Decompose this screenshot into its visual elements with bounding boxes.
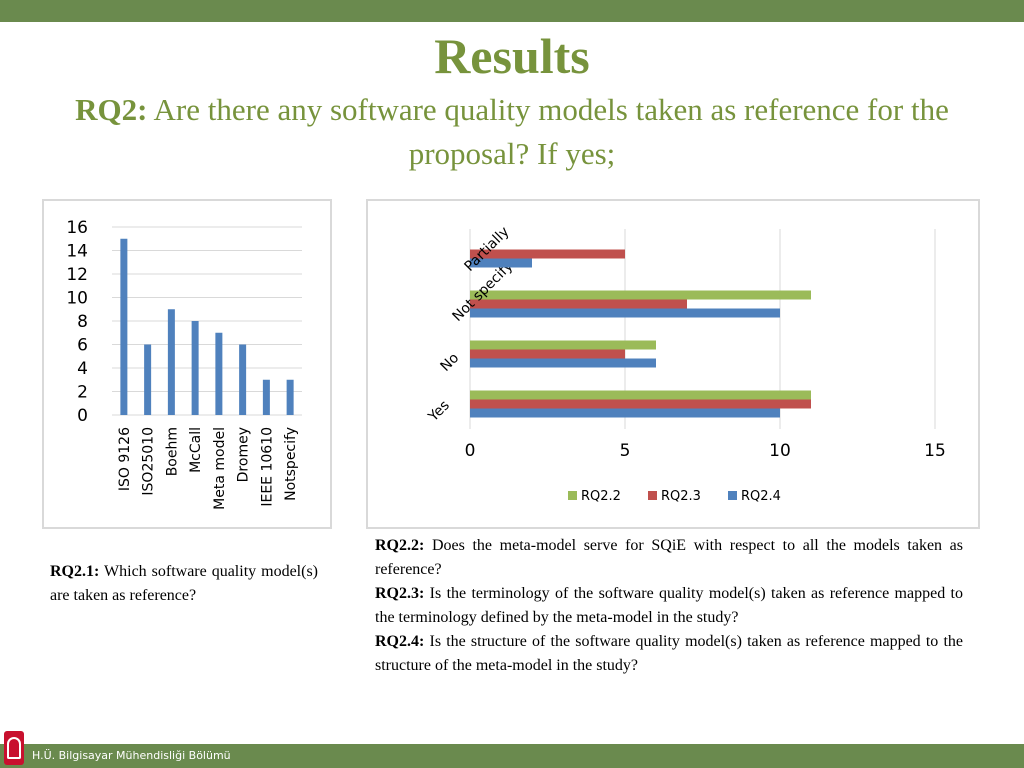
legend-label: RQ2.4 [741, 489, 781, 504]
bar [470, 299, 687, 309]
y-tick-label: 8 [77, 312, 88, 332]
legend-label: RQ2.3 [661, 489, 701, 504]
bar [262, 379, 270, 415]
rq24-text: Is the structure of the software quality… [375, 633, 963, 674]
legend-swatch [568, 491, 577, 500]
y-tick-label: 16 [66, 218, 88, 238]
rq24-description: RQ2.4: Is the structure of the software … [375, 630, 963, 678]
subtitle-label: RQ2: [75, 92, 148, 127]
rq-descriptions: RQ2.2: Does the meta-model serve for SQi… [375, 534, 963, 678]
y-tick-label: No [438, 350, 463, 375]
y-tick-label: 10 [66, 289, 88, 309]
x-tick-label: 0 [465, 441, 476, 461]
bar [470, 408, 780, 418]
bar [239, 344, 247, 415]
y-tick-label: Yes [425, 398, 453, 426]
y-tick-label: 0 [77, 406, 88, 426]
bar [470, 349, 625, 359]
x-tick-label: ISO 9126 [117, 427, 133, 491]
slide-title: Results [434, 28, 590, 84]
rq24-label: RQ2.4: [375, 633, 425, 650]
bar [470, 249, 625, 259]
x-tick-label: Meta model [212, 427, 228, 510]
bar [191, 321, 199, 415]
x-tick-label: 10 [769, 441, 791, 461]
rq21-text: Which software quality model(s) are take… [50, 563, 318, 604]
bar [470, 390, 811, 400]
x-tick-label: IEEE 10610 [259, 427, 275, 507]
bar [215, 332, 223, 415]
x-tick-label: ISO25010 [141, 427, 157, 496]
university-logo [4, 731, 24, 765]
bar [470, 340, 656, 350]
y-tick-label: 2 [77, 383, 88, 403]
legend-label: RQ2.2 [581, 489, 621, 504]
top-accent-bar [0, 0, 1024, 22]
y-tick-label: 12 [66, 265, 88, 285]
bar [167, 309, 175, 415]
rq23-label: RQ2.3: [375, 585, 425, 602]
bar [470, 290, 811, 300]
rq21-description: RQ2.1: Which software quality model(s) a… [50, 560, 318, 608]
bar [470, 399, 811, 409]
rq-chart-panel: 0 5 10 15 Yes No Not specify Partially RQ2.2 RQ2.… [366, 199, 980, 529]
x-tick-label: 15 [924, 441, 946, 461]
rq22-text: Does the meta-model serve for SQiE with … [375, 537, 963, 578]
x-tick-label: McCall [188, 427, 204, 473]
x-tick-label: Boehm [164, 427, 180, 476]
bar [120, 238, 128, 415]
rq22-description: RQ2.2: Does the meta-model serve for SQi… [375, 534, 963, 582]
x-tick-label: Notspecify [283, 427, 299, 501]
models-bar-chart: 0 2 4 6 8 10 12 14 16 ISO 9126 ISO25010 Boehm McCall… [66, 218, 302, 510]
rq23-text: Is the terminology of the software quali… [375, 585, 963, 626]
slide-subtitle: RQ2: Are there any software quality mode… [60, 88, 964, 176]
x-tick-label: Dromey [236, 427, 252, 482]
rq22-label: RQ2.2: [375, 537, 425, 554]
x-tick-label: 5 [620, 441, 631, 461]
bar [144, 344, 152, 415]
legend-swatch [728, 491, 737, 500]
bar [470, 358, 656, 368]
y-tick-label: 6 [77, 336, 88, 356]
footer-department: H.Ü. Bilgisayar Mühendisliği Bölümü [32, 749, 231, 762]
rq23-description: RQ2.3: Is the terminology of the softwar… [375, 582, 963, 630]
footer-bar [0, 744, 1024, 768]
subtitle-text: Are there any software quality models ta… [147, 92, 949, 171]
bar [470, 258, 532, 268]
bar [286, 379, 294, 415]
y-tick-label: 4 [77, 359, 88, 379]
rq21-label: RQ2.1: [50, 563, 100, 580]
models-chart-panel: 0 2 4 6 8 10 12 14 16 ISO 9126 ISO25010 Boehm McCall… [42, 199, 332, 529]
y-tick-label: 14 [66, 242, 88, 262]
bar [470, 308, 780, 318]
legend-swatch [648, 491, 657, 500]
